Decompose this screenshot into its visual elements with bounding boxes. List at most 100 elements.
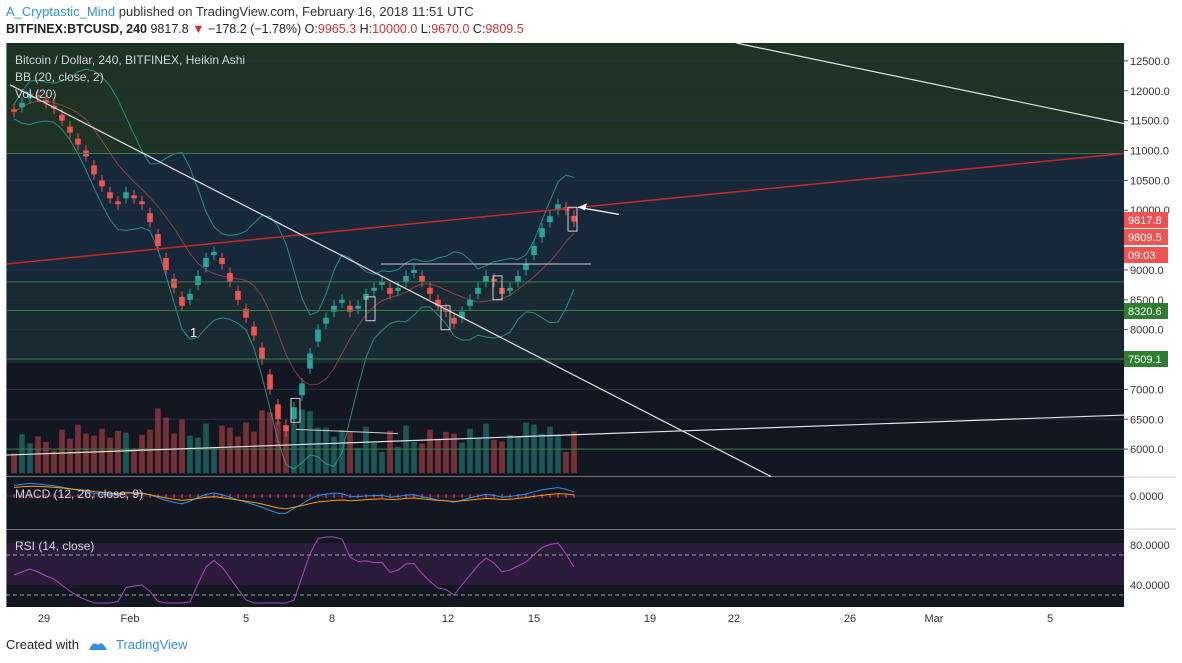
volume-bar bbox=[179, 419, 185, 473]
candle-body bbox=[251, 326, 257, 336]
macd-histogram-bar bbox=[93, 494, 95, 498]
volume-bar bbox=[91, 435, 97, 473]
candle-body bbox=[331, 305, 337, 312]
macd-histogram-bar bbox=[493, 494, 495, 498]
rsi-tick-label: 40.0000 bbox=[1130, 580, 1170, 592]
macd-histogram-bar bbox=[165, 494, 167, 498]
low-value: 9670.0 bbox=[431, 22, 470, 36]
volume-bar bbox=[515, 436, 521, 473]
volume-bar bbox=[299, 409, 305, 473]
close-value: 9809.5 bbox=[485, 22, 524, 36]
created-with-text: Created with bbox=[6, 637, 79, 652]
high-label: H: bbox=[359, 22, 373, 36]
price-tags: 9817.8 9809.5 09:03 8320.6 7509.1 bbox=[1124, 212, 1168, 367]
volume-bar bbox=[347, 431, 353, 473]
time-tick-label: 12 bbox=[442, 613, 454, 625]
volume-bar bbox=[131, 448, 137, 473]
candle-body bbox=[195, 275, 201, 285]
volume-bar bbox=[171, 433, 177, 473]
volume-bar bbox=[363, 426, 369, 473]
price-tag-label: 09:03 bbox=[1128, 250, 1156, 262]
volume-bar bbox=[27, 443, 33, 473]
volume-bar bbox=[83, 433, 89, 473]
candle-body bbox=[35, 95, 41, 97]
rsi-band bbox=[6, 543, 1124, 585]
time-tick-label: 26 bbox=[844, 613, 856, 625]
ascending-support-line bbox=[6, 414, 1125, 456]
candle-body bbox=[435, 299, 441, 306]
time-tick-label: 19 bbox=[644, 613, 656, 625]
volume-bar bbox=[291, 423, 297, 473]
volume-bar bbox=[267, 412, 273, 473]
macd-histogram-bar bbox=[109, 494, 111, 498]
candle-body bbox=[451, 317, 457, 324]
macd-histogram-bar bbox=[517, 494, 519, 498]
candle-body bbox=[163, 258, 169, 270]
volume-bar bbox=[211, 446, 217, 473]
volume-bar bbox=[283, 428, 289, 473]
volume-bar bbox=[227, 427, 233, 473]
time-tick-label: Mar bbox=[925, 613, 944, 625]
candle-body bbox=[91, 165, 97, 175]
candle-body bbox=[475, 287, 481, 294]
candle-body bbox=[19, 102, 25, 108]
macd-histogram-bar bbox=[405, 494, 407, 498]
price-tag-label: 9809.5 bbox=[1128, 232, 1162, 244]
volume-bar bbox=[19, 434, 25, 473]
rsi-pane-bottom bbox=[6, 585, 1124, 607]
legend-title: Bitcoin / Dollar, 240, BITFINEX, Heikin … bbox=[15, 53, 245, 67]
volume-bar bbox=[475, 437, 481, 473]
macd-histogram-bar bbox=[141, 494, 143, 498]
volume-bar bbox=[563, 451, 569, 473]
macd-line bbox=[13, 482, 575, 514]
volume-bar bbox=[259, 410, 265, 473]
volume-bar bbox=[499, 441, 505, 473]
candle-body bbox=[203, 258, 209, 267]
rsi-tick-label: 80.0000 bbox=[1130, 540, 1170, 552]
volume-bar bbox=[547, 426, 553, 473]
candle-body bbox=[11, 109, 17, 112]
bb-basis-line bbox=[13, 100, 575, 386]
price-tick-label: 12500.0 bbox=[1130, 56, 1170, 68]
volume-bar bbox=[123, 432, 129, 473]
volume-bar bbox=[147, 429, 153, 473]
macd-histogram-bar bbox=[61, 494, 63, 498]
macd-histogram-bar bbox=[189, 494, 191, 498]
time-tick-label: 8 bbox=[329, 613, 335, 625]
publish-info: A_Cryptastic_Mind published on TradingVi… bbox=[6, 4, 474, 19]
macd-histogram-bar bbox=[453, 494, 455, 498]
macd-histogram-bar bbox=[445, 494, 447, 498]
price-chart[interactable]: 12500.012000.011500.011000.010500.010000… bbox=[6, 43, 1176, 635]
candle-body bbox=[427, 287, 433, 294]
volume-bar bbox=[99, 428, 105, 473]
volume-bar bbox=[459, 442, 465, 473]
tradingview-link[interactable]: TradingView bbox=[116, 637, 188, 652]
candle-body bbox=[459, 311, 465, 318]
macd-histogram-bar bbox=[437, 494, 439, 498]
macd-histogram-bar bbox=[413, 494, 415, 498]
volume-bar bbox=[523, 422, 529, 473]
candle-body bbox=[75, 138, 81, 145]
price-tag-label: 9817.8 bbox=[1128, 215, 1162, 227]
macd-histogram-bar bbox=[317, 494, 319, 498]
volume-bar bbox=[331, 436, 337, 473]
macd-histogram-bar bbox=[253, 494, 255, 498]
volume-bars bbox=[11, 408, 577, 473]
candle-body bbox=[419, 275, 425, 282]
volume-bar bbox=[387, 430, 393, 473]
candle-body bbox=[531, 246, 537, 256]
candle-body bbox=[259, 347, 265, 360]
volume-bar bbox=[59, 429, 65, 473]
macd-histogram-bar bbox=[29, 494, 31, 498]
volume-bar bbox=[315, 427, 321, 473]
trendlines bbox=[6, 43, 1125, 478]
macd-histogram-bar bbox=[381, 494, 383, 498]
price-tick-label: 7000.0 bbox=[1130, 384, 1164, 396]
volume-bar bbox=[443, 431, 449, 473]
author-link[interactable]: A_Cryptastic_Mind bbox=[6, 4, 116, 19]
macd-histogram-bar bbox=[485, 494, 487, 498]
price-tick-label: 6000.0 bbox=[1130, 444, 1164, 456]
macd-histogram-bar bbox=[21, 494, 23, 498]
open-label: O: bbox=[304, 22, 318, 36]
candle-body bbox=[227, 272, 233, 282]
